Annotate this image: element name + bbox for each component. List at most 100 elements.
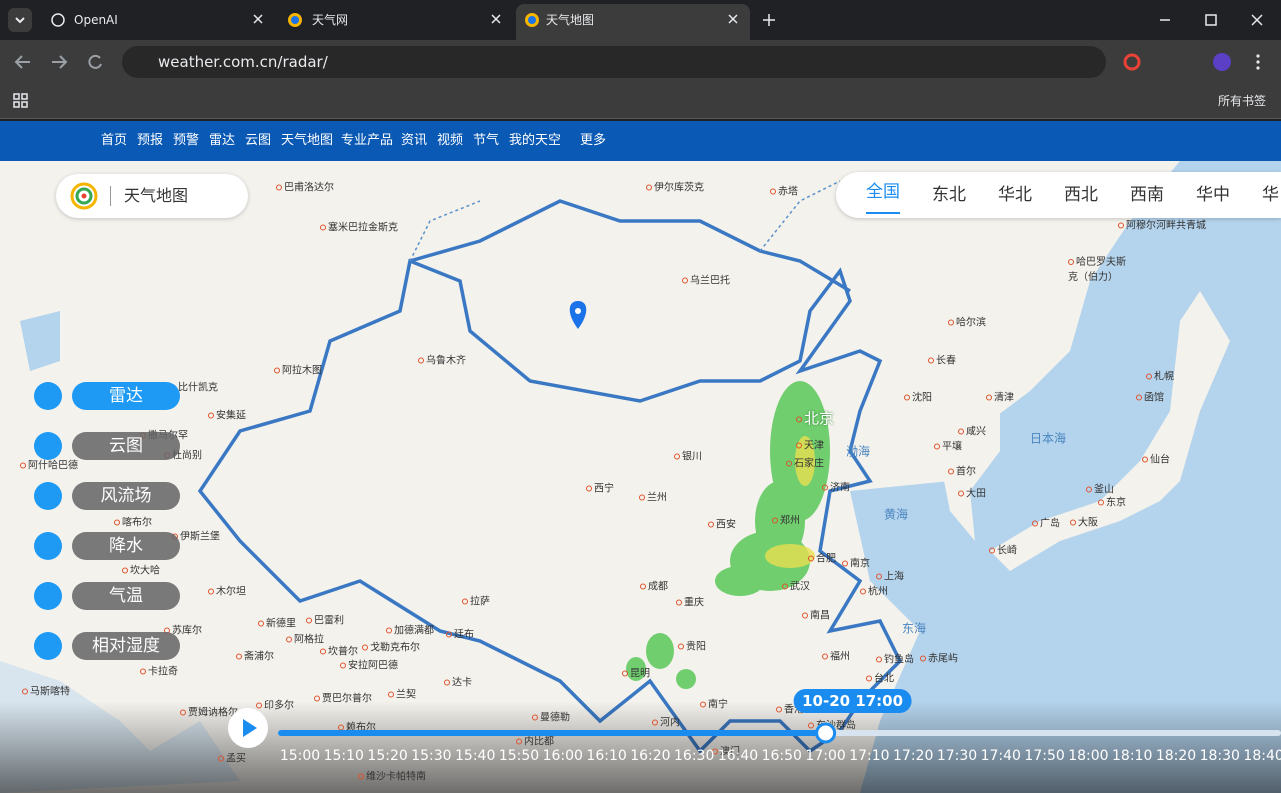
city-label: 沈阳	[904, 389, 932, 404]
region-tab[interactable]: 西南	[1130, 185, 1164, 205]
time-label[interactable]: 16:00	[542, 748, 583, 764]
city-label: 河内	[652, 714, 680, 729]
city-label: 比什凯克	[170, 379, 218, 394]
time-label[interactable]: 17:10	[849, 748, 890, 764]
tab-icons	[51, 13, 1263, 27]
tab[interactable]: 天气地图	[516, 4, 750, 40]
city-label: 北京	[796, 408, 834, 429]
nav-item[interactable]: 雷达	[209, 133, 236, 148]
city-label: 大田	[958, 485, 986, 500]
city-label: 木尔坦	[208, 583, 246, 598]
time-label[interactable]: 16:30	[674, 748, 715, 764]
time-label[interactable]: 18:40	[1243, 748, 1281, 764]
layer-button[interactable]: 雷达	[72, 382, 180, 410]
time-label[interactable]: 18:00	[1068, 748, 1109, 764]
time-label[interactable]: 16:10	[586, 748, 627, 764]
city-label: 新德里	[258, 615, 296, 630]
city-label: 杭州	[860, 583, 888, 598]
time-label[interactable]: 16:20	[630, 748, 671, 764]
city-label: 喀布尔	[114, 514, 152, 529]
city-label: 孟买	[218, 750, 246, 765]
time-label[interactable]: 15:40	[455, 748, 496, 764]
nav-item[interactable]: 视频	[437, 133, 464, 148]
city-label: 东沙群岛	[808, 717, 856, 732]
nav-item[interactable]: 预报	[137, 133, 164, 148]
city-label: 合肥	[808, 550, 836, 565]
nav-item[interactable]: 云图	[245, 133, 272, 148]
city-label: 印多尔	[256, 697, 294, 712]
city-label: 平壤	[934, 438, 962, 453]
city-label: 清津	[986, 389, 1014, 404]
region-tab[interactable]: 华北	[998, 185, 1032, 205]
city-label: 台北	[866, 670, 894, 685]
city-label: 郑州	[772, 512, 800, 527]
region-tab[interactable]: 西北	[1064, 185, 1098, 205]
city-label: 赤尾屿	[920, 650, 958, 665]
map: 巴甫洛达尔 伊尔库茨克 赤塔 塞米巴拉金斯克 阿穆尔河畔共青城 乌兰巴托 哈巴罗夫斯克（伯力…	[0, 161, 1281, 793]
city-label: 赖布尔	[338, 719, 376, 734]
time-label[interactable]: 17:40	[980, 748, 1021, 764]
city-label: 南宁	[700, 696, 728, 711]
region-tab[interactable]: 全国	[866, 172, 900, 214]
layer-button[interactable]: 相对湿度	[72, 632, 180, 660]
time-label[interactable]: 15:00	[279, 748, 321, 764]
city-label: 武汉	[782, 578, 810, 593]
address-bar[interactable]: weather.com.cn/radar/	[122, 46, 1106, 78]
region-tab[interactable]: 东北	[932, 185, 966, 205]
nav-item[interactable]: 专业产品	[341, 133, 394, 148]
nav-item[interactable]: 节气	[473, 133, 500, 148]
apps-icon[interactable]	[12, 92, 30, 110]
city-label: 乌兰巴托	[682, 272, 730, 287]
nav-item[interactable]: 天气地图	[281, 133, 334, 148]
map-labels: 巴甫洛达尔 伊尔库茨克 赤塔 塞米巴拉金斯克 阿穆尔河畔共青城 乌兰巴托 哈巴罗夫斯克（伯力…	[0, 161, 1281, 793]
city-label: 香港	[776, 701, 804, 716]
time-label[interactable]: 17:20	[893, 748, 934, 764]
nav-item[interactable]: 更多	[580, 133, 607, 148]
layer-button[interactable]: 降水	[72, 532, 180, 560]
city-label: 巴甫洛达尔	[276, 179, 334, 194]
brand[interactable]: 天气地图	[56, 174, 248, 218]
nav-item[interactable]: 我的天空	[509, 133, 562, 148]
logo	[70, 182, 98, 210]
region-tab[interactable]: 华中	[1196, 185, 1230, 205]
time-label[interactable]: 15:20	[367, 748, 408, 764]
time-label[interactable]: 15:10	[323, 748, 364, 764]
nav-item[interactable]: 资讯	[401, 133, 428, 148]
city-label: 哈尔滨	[948, 314, 986, 329]
region-tabs: 全国 东北 华北 西北 西南 华中 华	[836, 172, 1281, 218]
time-label[interactable]: 15:30	[411, 748, 452, 764]
layer-button[interactable]: 气温	[72, 582, 180, 610]
time-label[interactable]: 18:10	[1112, 748, 1153, 764]
tab[interactable]: OpenAI	[74, 13, 118, 27]
nav-item[interactable]: 预警	[173, 133, 200, 148]
layer-icon	[34, 482, 62, 510]
city-label: 坎大哈	[122, 562, 160, 577]
layer-icon	[34, 582, 62, 610]
city-label: 釜山	[1086, 481, 1114, 496]
city-label: 哈巴罗夫斯克（伯力）	[1068, 253, 1126, 283]
all-bookmarks[interactable]: 所有书签	[1194, 84, 1266, 118]
city-label: 拉萨	[462, 593, 490, 608]
time-label[interactable]: 18:20	[1155, 748, 1197, 764]
tab[interactable]: 天气网	[312, 13, 349, 27]
layer-button[interactable]: 风流场	[72, 482, 180, 510]
nav-item[interactable]: 首页	[101, 133, 128, 148]
time-label[interactable]: 15:50	[498, 748, 540, 764]
city-label: 安集延	[208, 407, 246, 422]
city-label: 南京	[842, 555, 870, 570]
layer-button[interactable]: 云图	[72, 432, 180, 460]
city-label: 卡拉奇	[140, 663, 178, 678]
time-label[interactable]: 16:50	[761, 748, 802, 764]
time-label[interactable]: 17:50	[1024, 748, 1065, 764]
time-label[interactable]: 16:40	[717, 748, 759, 764]
city-label: 仙台	[1142, 451, 1170, 466]
city-label: 阿拉木图	[274, 362, 322, 377]
region-tab[interactable]: 华	[1262, 185, 1279, 205]
tab-search[interactable]	[8, 8, 32, 32]
city-label: 加德满都	[386, 622, 434, 637]
time-label[interactable]: 17:00	[805, 748, 846, 764]
city-label: 达卡	[444, 674, 472, 689]
time-label[interactable]: 17:30	[936, 748, 978, 764]
time-label[interactable]: 18:30	[1199, 748, 1240, 764]
